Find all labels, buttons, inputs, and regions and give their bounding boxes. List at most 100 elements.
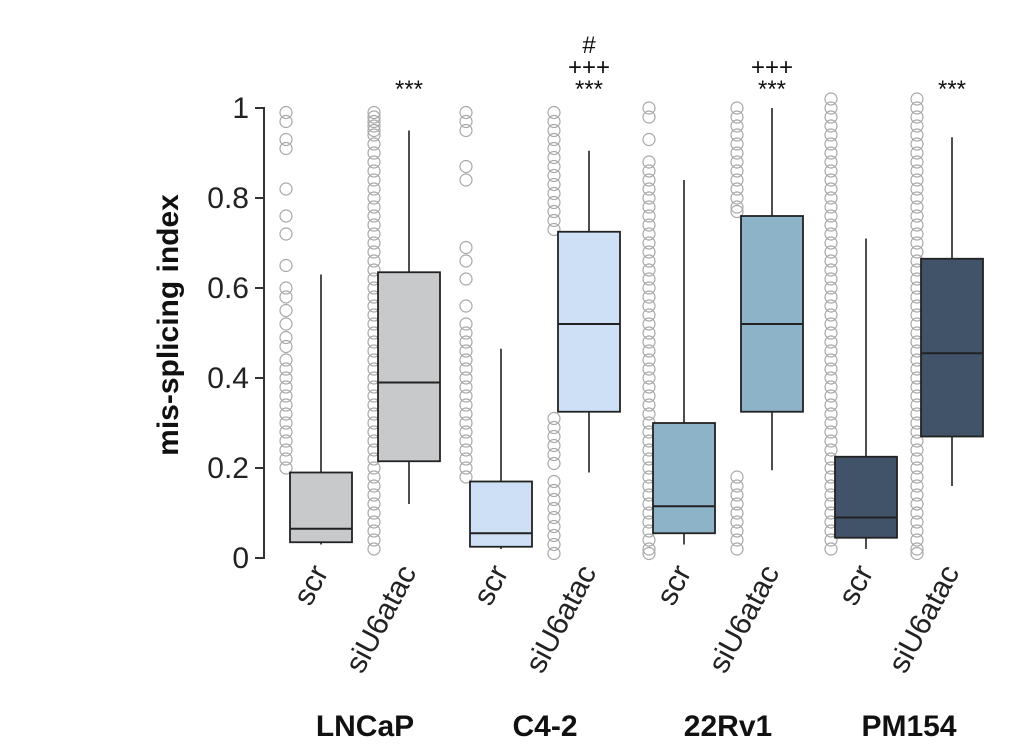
outlier-point <box>367 182 381 196</box>
outlier-point <box>547 159 561 174</box>
outlier-point <box>730 146 744 160</box>
y-tick-label: 0.2 <box>207 452 249 485</box>
box-body <box>377 271 441 463</box>
outlier-point <box>642 326 656 340</box>
box-pm154-scr <box>834 238 898 549</box>
outlier-point <box>279 114 293 129</box>
outlier-point <box>459 272 473 286</box>
outlier-point <box>730 110 744 124</box>
outlier-point <box>642 164 656 178</box>
outlier-point <box>279 416 293 430</box>
box-lncap-siu6atac <box>377 130 441 504</box>
outlier-point <box>279 362 293 376</box>
outlier-point <box>459 254 473 268</box>
box-body <box>289 471 353 544</box>
outlier-point <box>642 236 656 250</box>
outlier-point <box>367 105 381 120</box>
outlier-point <box>730 542 744 556</box>
outlier-point <box>642 362 656 376</box>
outlier-point <box>824 182 838 196</box>
outlier-point <box>367 164 381 178</box>
outlier-point <box>367 263 381 277</box>
x-tick-label: siU6atac <box>339 560 423 679</box>
outlier-point <box>730 533 744 547</box>
outlier-point <box>910 110 924 124</box>
outlier-point <box>367 137 381 151</box>
outlier-point <box>642 290 656 304</box>
outlier-point <box>279 330 293 345</box>
box-body <box>834 455 898 539</box>
outlier-point <box>824 164 838 178</box>
box-22rv1-scr <box>652 180 716 545</box>
outlier-point <box>279 371 293 385</box>
outlier-point <box>910 182 924 196</box>
outlier-point <box>547 213 561 228</box>
outlier-point <box>642 218 656 232</box>
outlier-point <box>910 200 924 214</box>
outlier-point <box>824 353 838 367</box>
outlier-point <box>824 308 838 322</box>
box-pm154-siu6atac <box>920 137 984 486</box>
outlier-point <box>367 191 381 205</box>
outlier-point <box>459 461 473 475</box>
outlier-point <box>367 542 381 556</box>
outlier-point <box>642 299 656 313</box>
outlier-point <box>367 524 381 538</box>
x-tick-label: scr <box>287 560 335 611</box>
y-tick-label: 0.4 <box>207 362 249 395</box>
outlier-point <box>824 398 838 412</box>
outlier-point <box>642 335 656 349</box>
outlier-point <box>279 339 293 354</box>
outlier-point <box>642 254 656 268</box>
outlier-point <box>824 371 838 385</box>
outlier-point <box>910 470 924 484</box>
outlier-point <box>824 227 838 241</box>
outlier-point <box>730 470 744 484</box>
box-c4-2-scr <box>469 348 533 549</box>
outlier-point <box>642 407 656 421</box>
outlier-point <box>910 524 924 538</box>
outlier-point <box>459 240 473 255</box>
outlier-point <box>367 218 381 232</box>
outlier-point <box>367 119 381 133</box>
outlier-point <box>910 488 924 502</box>
outlier-point <box>459 114 473 129</box>
outlier-point <box>279 317 293 331</box>
significance-marker: +++ <box>568 54 610 81</box>
outlier-point <box>459 317 473 331</box>
outlier-point <box>547 456 561 471</box>
outlier-point <box>730 137 744 151</box>
outlier-point <box>547 537 561 552</box>
outlier-point <box>459 362 473 376</box>
outlier-point <box>824 335 838 349</box>
outlier-point <box>547 411 561 426</box>
outlier-point <box>824 110 838 124</box>
outlier-point <box>730 173 744 187</box>
outlier-point <box>279 258 293 273</box>
outlier-point <box>279 209 293 223</box>
outlier-point <box>547 420 561 435</box>
box-body <box>652 422 716 535</box>
outlier-point <box>824 299 838 313</box>
outlier-point <box>730 182 744 196</box>
outlier-point <box>642 371 656 385</box>
outlier-point <box>910 443 924 457</box>
x-tick-label: scr <box>832 560 880 611</box>
outlier-point <box>910 236 924 250</box>
outlier-point <box>459 434 473 448</box>
outlier-point <box>824 290 838 304</box>
y-tick-label: 0.6 <box>207 272 249 305</box>
outlier-point <box>642 155 656 169</box>
outlier-point <box>730 101 744 115</box>
outlier-point <box>547 510 561 525</box>
outlier-point <box>547 186 561 201</box>
boxes <box>289 108 984 549</box>
outlier-point <box>824 92 838 106</box>
outlier-point <box>459 398 473 412</box>
outlier-point <box>824 542 838 556</box>
outlier-point <box>642 182 656 196</box>
outlier-point <box>642 542 656 556</box>
outlier-point <box>910 218 924 232</box>
x-tick-label: scr <box>467 560 515 611</box>
outlier-point <box>642 101 656 115</box>
